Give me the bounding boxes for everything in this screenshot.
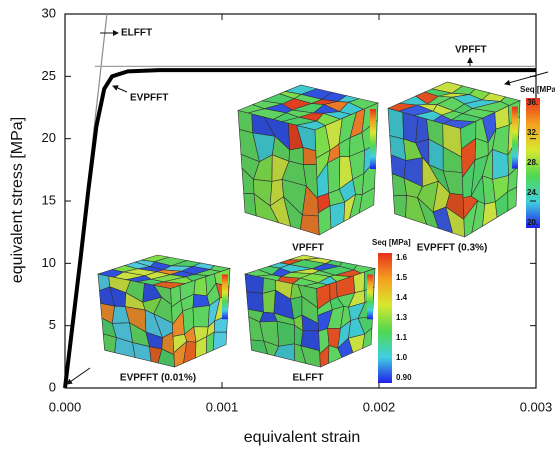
face-shade — [245, 274, 321, 367]
x-tick-label: 0.001 — [206, 399, 239, 414]
face-shade — [98, 274, 175, 367]
y-tick-label: 5 — [49, 317, 56, 332]
x-tick-label: 0.000 — [49, 399, 82, 414]
line-annotation: EVPFFT — [130, 93, 168, 104]
grain — [329, 201, 346, 229]
insets — [96, 81, 540, 383]
grain — [482, 201, 498, 227]
grain — [353, 271, 365, 294]
face-shade — [388, 108, 465, 237]
inset-label: VPFFT — [292, 243, 324, 254]
face-shade — [238, 110, 320, 235]
mini-colorbar — [222, 274, 228, 320]
colorbar-label: 1.5 — [396, 273, 408, 282]
arrow — [66, 367, 91, 385]
y-tick-label: 30 — [42, 5, 56, 20]
inset-label: EVPFFT (0.01%) — [120, 373, 196, 384]
colorbar-label: 32. — [527, 128, 538, 137]
colorbar-label: 28. — [527, 158, 538, 167]
line-annotation: VPFFT — [455, 45, 487, 56]
mini-colorbar — [512, 106, 518, 169]
x-tick-label: 0.002 — [363, 399, 396, 414]
y-axis-label: equivalent stress [MPa] — [9, 117, 26, 283]
y-tick-label: 20 — [42, 130, 56, 145]
colorbar-label: 24. — [527, 188, 538, 197]
grain — [362, 327, 373, 349]
grain — [327, 156, 341, 194]
mini-colorbar — [370, 109, 376, 169]
grain — [212, 331, 228, 351]
arrow — [504, 71, 549, 86]
y-tick-label: 0 — [49, 379, 56, 394]
grain — [507, 186, 518, 212]
colorbar-label: 20. — [527, 218, 538, 227]
x-axis-label: equivalent strain — [244, 429, 361, 446]
series-line — [63, 68, 536, 389]
colorbar-label: 0.90 — [396, 373, 412, 382]
inset-label: ELFFT — [292, 373, 323, 384]
y-tick-label: 15 — [42, 192, 56, 207]
line-annotation: ELFFT — [121, 28, 152, 39]
colorbar — [378, 253, 392, 383]
y-tick-label: 25 — [42, 68, 56, 83]
colorbar-label: 1.1 — [396, 333, 408, 342]
colorbar-label: 1.0 — [396, 353, 408, 362]
colorbar-label: 1.3 — [396, 313, 408, 322]
lines — [63, 13, 536, 389]
grain — [192, 305, 210, 328]
y-tick-label: 10 — [42, 255, 56, 270]
grain — [358, 187, 375, 214]
colorbar-title: Seq [MPa — [520, 85, 555, 94]
colorbar-title: Seq [MPa] — [372, 238, 411, 247]
mini-colorbar — [367, 274, 373, 320]
colorbar-label: 1.6 — [396, 253, 408, 262]
arrow — [112, 85, 128, 93]
colorbar — [526, 98, 540, 228]
inset-label: EVPFFT (0.3%) — [417, 243, 488, 254]
colorbar-label: 36. — [527, 98, 538, 107]
x-tick-label: 0.003 — [520, 399, 553, 414]
colorbar-label: 1.4 — [396, 293, 408, 302]
